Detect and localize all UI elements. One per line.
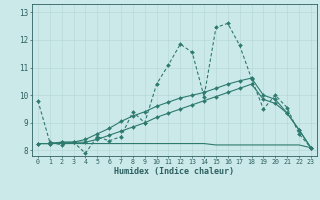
X-axis label: Humidex (Indice chaleur): Humidex (Indice chaleur) [115, 167, 234, 176]
